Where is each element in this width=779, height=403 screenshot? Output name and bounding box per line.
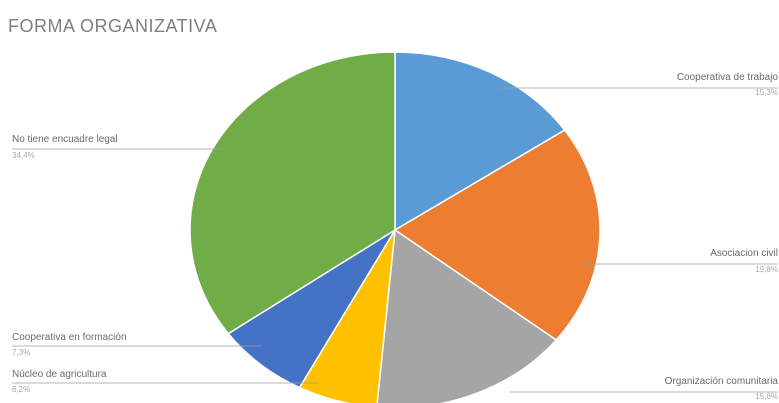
pie-slice-asociacion-civil [393, 129, 601, 341]
data-label-no-tiene-encuadre-legal: No tiene encuadre legal [12, 134, 118, 145]
data-value-cooperativa-de-trabajo: 15,3% [755, 88, 778, 97]
data-label-cooperativa-en-formacion: Cooperativa en formación [12, 332, 127, 343]
pie-slice-cooperativa-de-trabajo [394, 51, 566, 232]
data-label-nucleo-de-agricultura: Núcleo de agricultura [12, 369, 107, 380]
data-value-organizacion-comunitaria: 15,6% [755, 392, 778, 401]
data-value-nucleo-de-agricultura: 6,2% [12, 385, 30, 394]
pie-slice-organizacion-comunitaria [376, 228, 558, 403]
data-label-organizacion-comunitaria: Organización comunitaria [665, 376, 779, 387]
data-label-asociacion-civil: Asociacion civil [710, 248, 778, 259]
chart-title: FORMA ORGANIZATIVA [8, 16, 218, 36]
data-value-cooperativa-en-formacion: 7,3% [12, 348, 30, 357]
data-value-no-tiene-encuadre-legal: 34,4% [12, 151, 35, 160]
data-value-asociacion-civil: 19,8% [755, 265, 778, 274]
data-label-cooperativa-de-trabajo: Cooperativa de trabajo [677, 72, 779, 83]
